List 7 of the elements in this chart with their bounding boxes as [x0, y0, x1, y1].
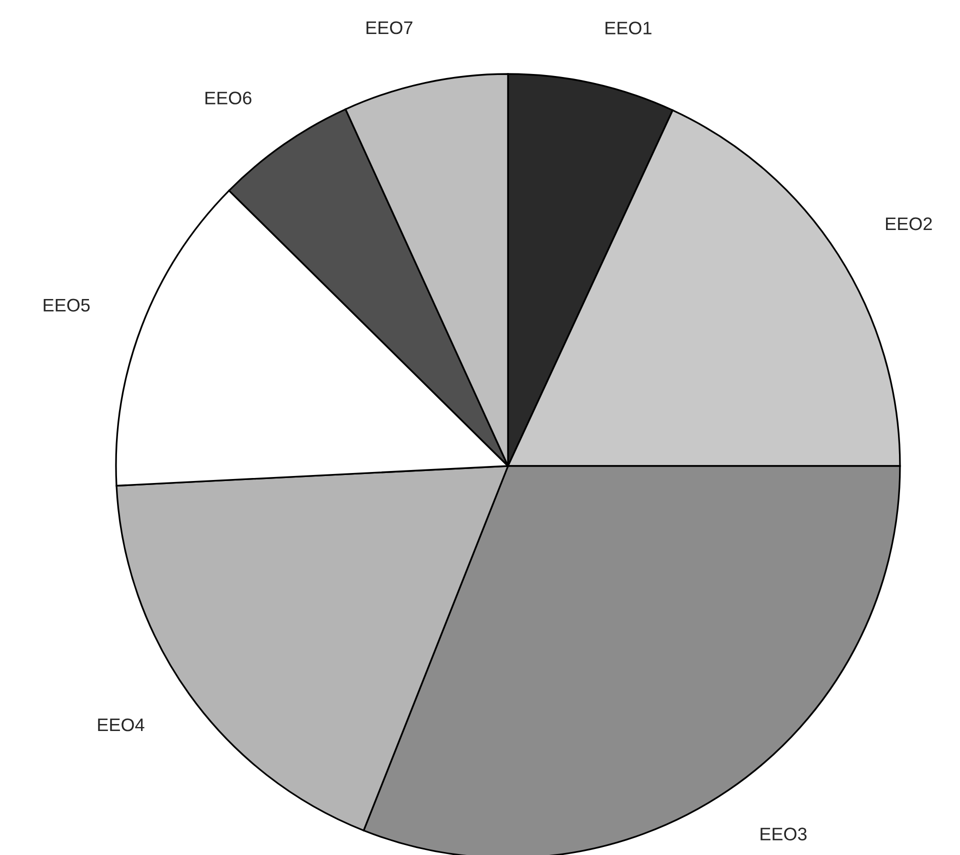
slice-label: EEO3 [760, 828, 807, 840]
slice-label: EEO6 [206, 92, 252, 104]
slice-label: EEO2 [886, 217, 932, 230]
slice-label: EEO4 [98, 718, 144, 732]
slice-label: EEO5 [44, 298, 90, 312]
slice-label: EEO7 [366, 21, 412, 34]
slice-label: EEO1 [606, 22, 652, 34]
